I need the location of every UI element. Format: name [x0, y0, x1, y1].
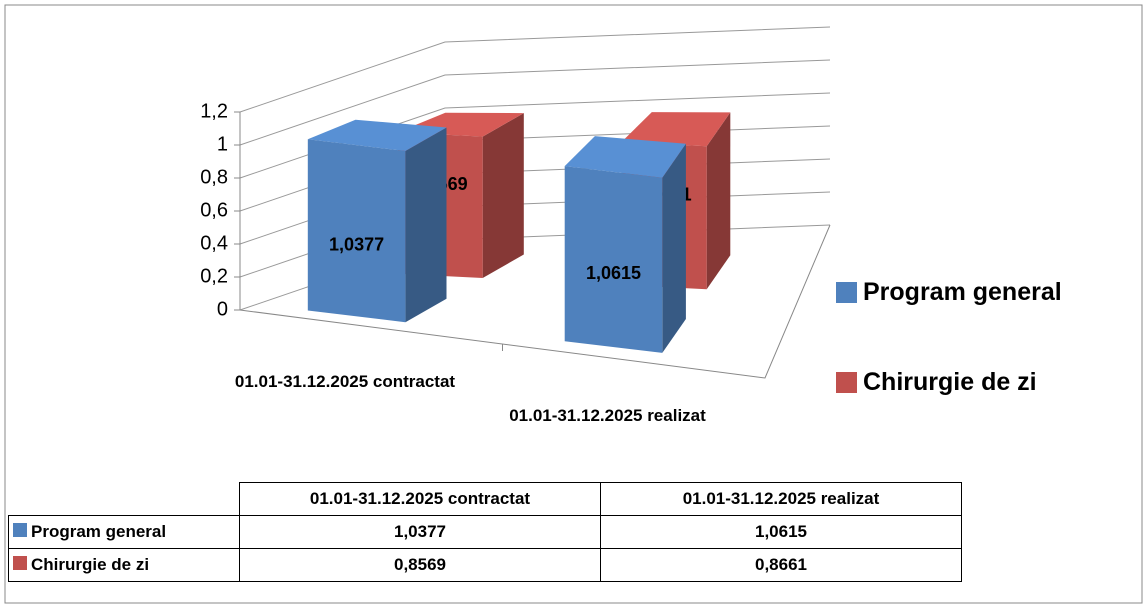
- y-tick-label: 0,2: [200, 265, 228, 287]
- y-tick-label: 1: [217, 133, 228, 155]
- legend-item: Chirurgie de zi: [836, 368, 1037, 397]
- row-label: Chirurgie de zi: [31, 555, 150, 574]
- row-label: Program general: [31, 522, 167, 541]
- y-tick-label: 0,4: [200, 232, 228, 254]
- border: [4, 4, 1143, 604]
- grid-line: [239, 59, 831, 146]
- data-table: 01.01-31.12.2025 contractat 01.01-31.12.2…: [8, 482, 962, 582]
- bar-top: [621, 112, 731, 147]
- bar-front: [307, 139, 406, 323]
- bar-side: [706, 112, 731, 290]
- legend-key: [836, 372, 857, 393]
- data-label: 1,0377: [329, 235, 384, 255]
- data-label: 1,0615: [586, 263, 641, 283]
- table-row: Program general 1,0377 1,0615: [8, 515, 962, 549]
- legend-item: Program general: [836, 278, 1062, 307]
- floor-edge: [239, 224, 831, 379]
- table-cell: 1,0615: [600, 515, 962, 549]
- table-row-label: Chirurgie de zi: [8, 548, 240, 582]
- grid-line: [239, 26, 831, 113]
- bar-top: [564, 136, 686, 178]
- x-tick-label: 01.01-31.12.2025 realizat: [509, 405, 706, 425]
- legend-label: Program general: [863, 278, 1062, 306]
- y-tick-label: 0,8: [200, 166, 228, 188]
- x-tick-label: 01.01-31.12.2025 contractat: [234, 371, 456, 391]
- table-cell: 1,0377: [239, 515, 601, 549]
- y-tick-label: 1,2: [200, 100, 228, 122]
- table-cell: 0,8569: [239, 548, 601, 582]
- table-cell: 0,8661: [600, 548, 962, 582]
- table-row-label: Program general: [8, 515, 240, 549]
- table-row: Chirurgie de zi 0,8569 0,8661: [8, 548, 962, 582]
- y-tick-label: 0,6: [200, 199, 228, 221]
- bar-side: [482, 113, 524, 278]
- legend-key: [13, 523, 27, 537]
- table-corner: [8, 482, 240, 516]
- legend-label: Chirurgie de zi: [863, 368, 1037, 396]
- bar-front: [564, 166, 663, 353]
- legend-key: [836, 282, 857, 303]
- table-header: 01.01-31.12.2025 contractat 01.01-31.12.2…: [8, 482, 962, 516]
- y-tick-label: 0: [217, 298, 228, 320]
- table-header-cell: 01.01-31.12.2025 realizat: [600, 482, 962, 516]
- bar-top: [307, 119, 447, 151]
- table-header-cell: 01.01-31.12.2025 contractat: [239, 482, 601, 516]
- legend-key: [13, 556, 27, 570]
- bar-side: [662, 143, 686, 353]
- bar-side: [405, 127, 447, 323]
